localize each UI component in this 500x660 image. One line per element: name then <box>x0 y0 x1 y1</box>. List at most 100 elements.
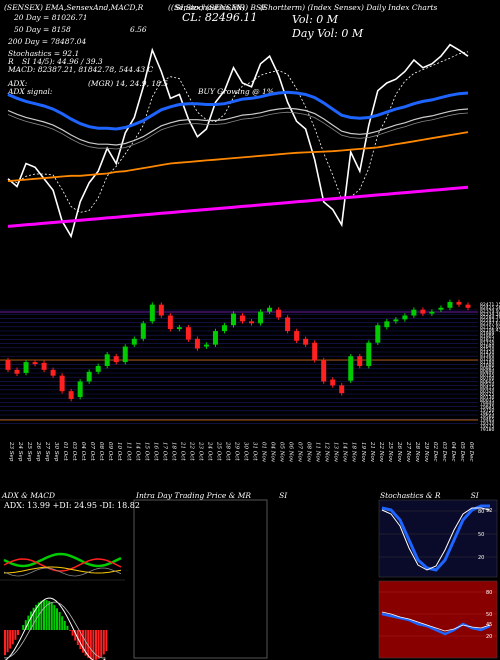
price-tick: 79560 <box>480 414 494 420</box>
price-tick: 79940 <box>480 401 494 407</box>
macd-bar <box>102 630 105 655</box>
minus-di-line <box>3 558 122 572</box>
price-tick: 81360 <box>480 353 494 359</box>
macd-bar <box>37 602 40 630</box>
macd-bar <box>9 630 12 649</box>
candle-body <box>95 365 101 372</box>
candle-body <box>77 381 83 398</box>
ema50-line <box>7 131 469 182</box>
price-tick: 79655 <box>480 411 494 417</box>
date-tick: 21 Nov <box>369 441 375 463</box>
date-tick: 28 Oct <box>224 441 230 461</box>
macd-bar <box>79 630 82 650</box>
macd-bar <box>6 630 9 653</box>
candle-body <box>276 309 282 318</box>
candle-body <box>221 325 227 332</box>
price-tick: 82471.15 <box>480 302 500 308</box>
price-tick: 79465 <box>480 417 494 423</box>
macd-bar <box>87 630 90 658</box>
date-tick: 05 Nov <box>279 442 285 463</box>
price-tick: 80130 <box>480 395 494 401</box>
signal-line <box>4 601 106 659</box>
date-tick: 19 Nov <box>360 442 366 463</box>
rsi-value: 45 <box>486 622 492 628</box>
candle-body <box>5 360 11 370</box>
chart-by: (Shortterm) (Index Sensex) Daily Index C… <box>260 3 438 12</box>
candle-body <box>140 323 146 339</box>
candle-body <box>122 346 128 363</box>
macd-bar <box>74 630 77 641</box>
macd-bar <box>53 605 56 630</box>
candle-body <box>86 371 92 382</box>
macd-bar <box>50 602 53 630</box>
date-tick: 03 Dec <box>441 442 447 462</box>
date-tick: 21 Oct <box>179 441 185 461</box>
macd-bar <box>48 601 51 630</box>
buy-signal: BUY Growing @ 1% <box>198 87 274 96</box>
candle-body <box>176 327 182 330</box>
date-tick: 27 Sep <box>44 441 50 462</box>
candle-body <box>303 338 309 345</box>
close-label: CL: 82496.11 <box>182 11 258 24</box>
price-tick: 81905 <box>480 334 494 340</box>
price-tick: 81640 <box>480 344 494 350</box>
macd-bar <box>66 625 69 630</box>
date-tick: 01 Nov <box>261 442 267 463</box>
stoch-title: Stochastics & R SI <box>380 491 479 500</box>
sma20-label: 20 Day = 81026.71 <box>14 13 88 22</box>
date-tick: 27 Nov <box>405 441 411 463</box>
date-tick: 31 Oct <box>252 442 258 461</box>
price-tick: 82197.61 <box>480 321 500 327</box>
price-tick: 82379.97 <box>480 308 500 314</box>
date-tick: 12 Nov <box>324 442 330 463</box>
candle-body <box>240 315 246 322</box>
date-tick: 11 Nov <box>315 442 321 463</box>
candle-body <box>411 309 417 316</box>
date-tick: 30 Sep <box>53 442 59 462</box>
candle-body <box>41 362 47 370</box>
candle-body <box>285 317 291 332</box>
macd-bar <box>71 630 74 636</box>
ema200-line <box>7 185 469 228</box>
date-tick: 24 Oct <box>206 441 212 461</box>
candle-body <box>294 331 300 341</box>
adx-signal-label: ADX signal: <box>8 87 53 96</box>
date-tick: 17 Oct <box>161 442 167 461</box>
date-tick: 23 Oct <box>197 441 203 461</box>
price-tick: 82152.02 <box>480 324 500 330</box>
price-tick: 80605 <box>480 379 494 385</box>
macd-bar <box>24 620 27 630</box>
date-tick: 01 Oct <box>62 442 68 461</box>
candle-body <box>384 321 390 328</box>
date-tick: 24 Sep <box>17 441 23 462</box>
adx-macd-title: ADX & MACD <box>2 491 56 500</box>
candle-body <box>50 369 56 376</box>
candle-body <box>212 331 218 345</box>
candle-body <box>32 362 38 365</box>
stoch-tick: 20 <box>478 555 484 561</box>
price-tick: 80795 <box>480 372 494 378</box>
candle-body <box>167 315 173 330</box>
price-tick: 81720 <box>480 340 494 346</box>
close-line <box>7 43 469 239</box>
macd-label: MACD: 82387.21, 81842.78, 544.43 C <box>8 65 154 74</box>
candle-body <box>366 342 372 366</box>
date-tick: 15 Oct <box>143 442 149 461</box>
candle-body <box>59 375 65 392</box>
candle-body <box>375 325 381 343</box>
price-tick: 80415 <box>480 385 494 391</box>
date-tick: 06 Dec <box>468 442 474 462</box>
sma50-b-label: 6.56 <box>130 25 147 34</box>
candle-body <box>465 304 471 308</box>
date-tick: 16 Oct <box>152 442 158 461</box>
adx-label: ADX: <box>8 79 28 88</box>
date-tick: 28 Nov <box>414 441 420 463</box>
candle-body <box>348 356 354 381</box>
date-tick: 18 Nov <box>351 442 357 463</box>
stoch-box <box>378 499 498 578</box>
macd-bar <box>40 600 43 630</box>
rsi-line <box>381 612 491 636</box>
date-tick: 03 Oct <box>71 442 77 461</box>
price-tick: 80320 <box>480 388 494 394</box>
